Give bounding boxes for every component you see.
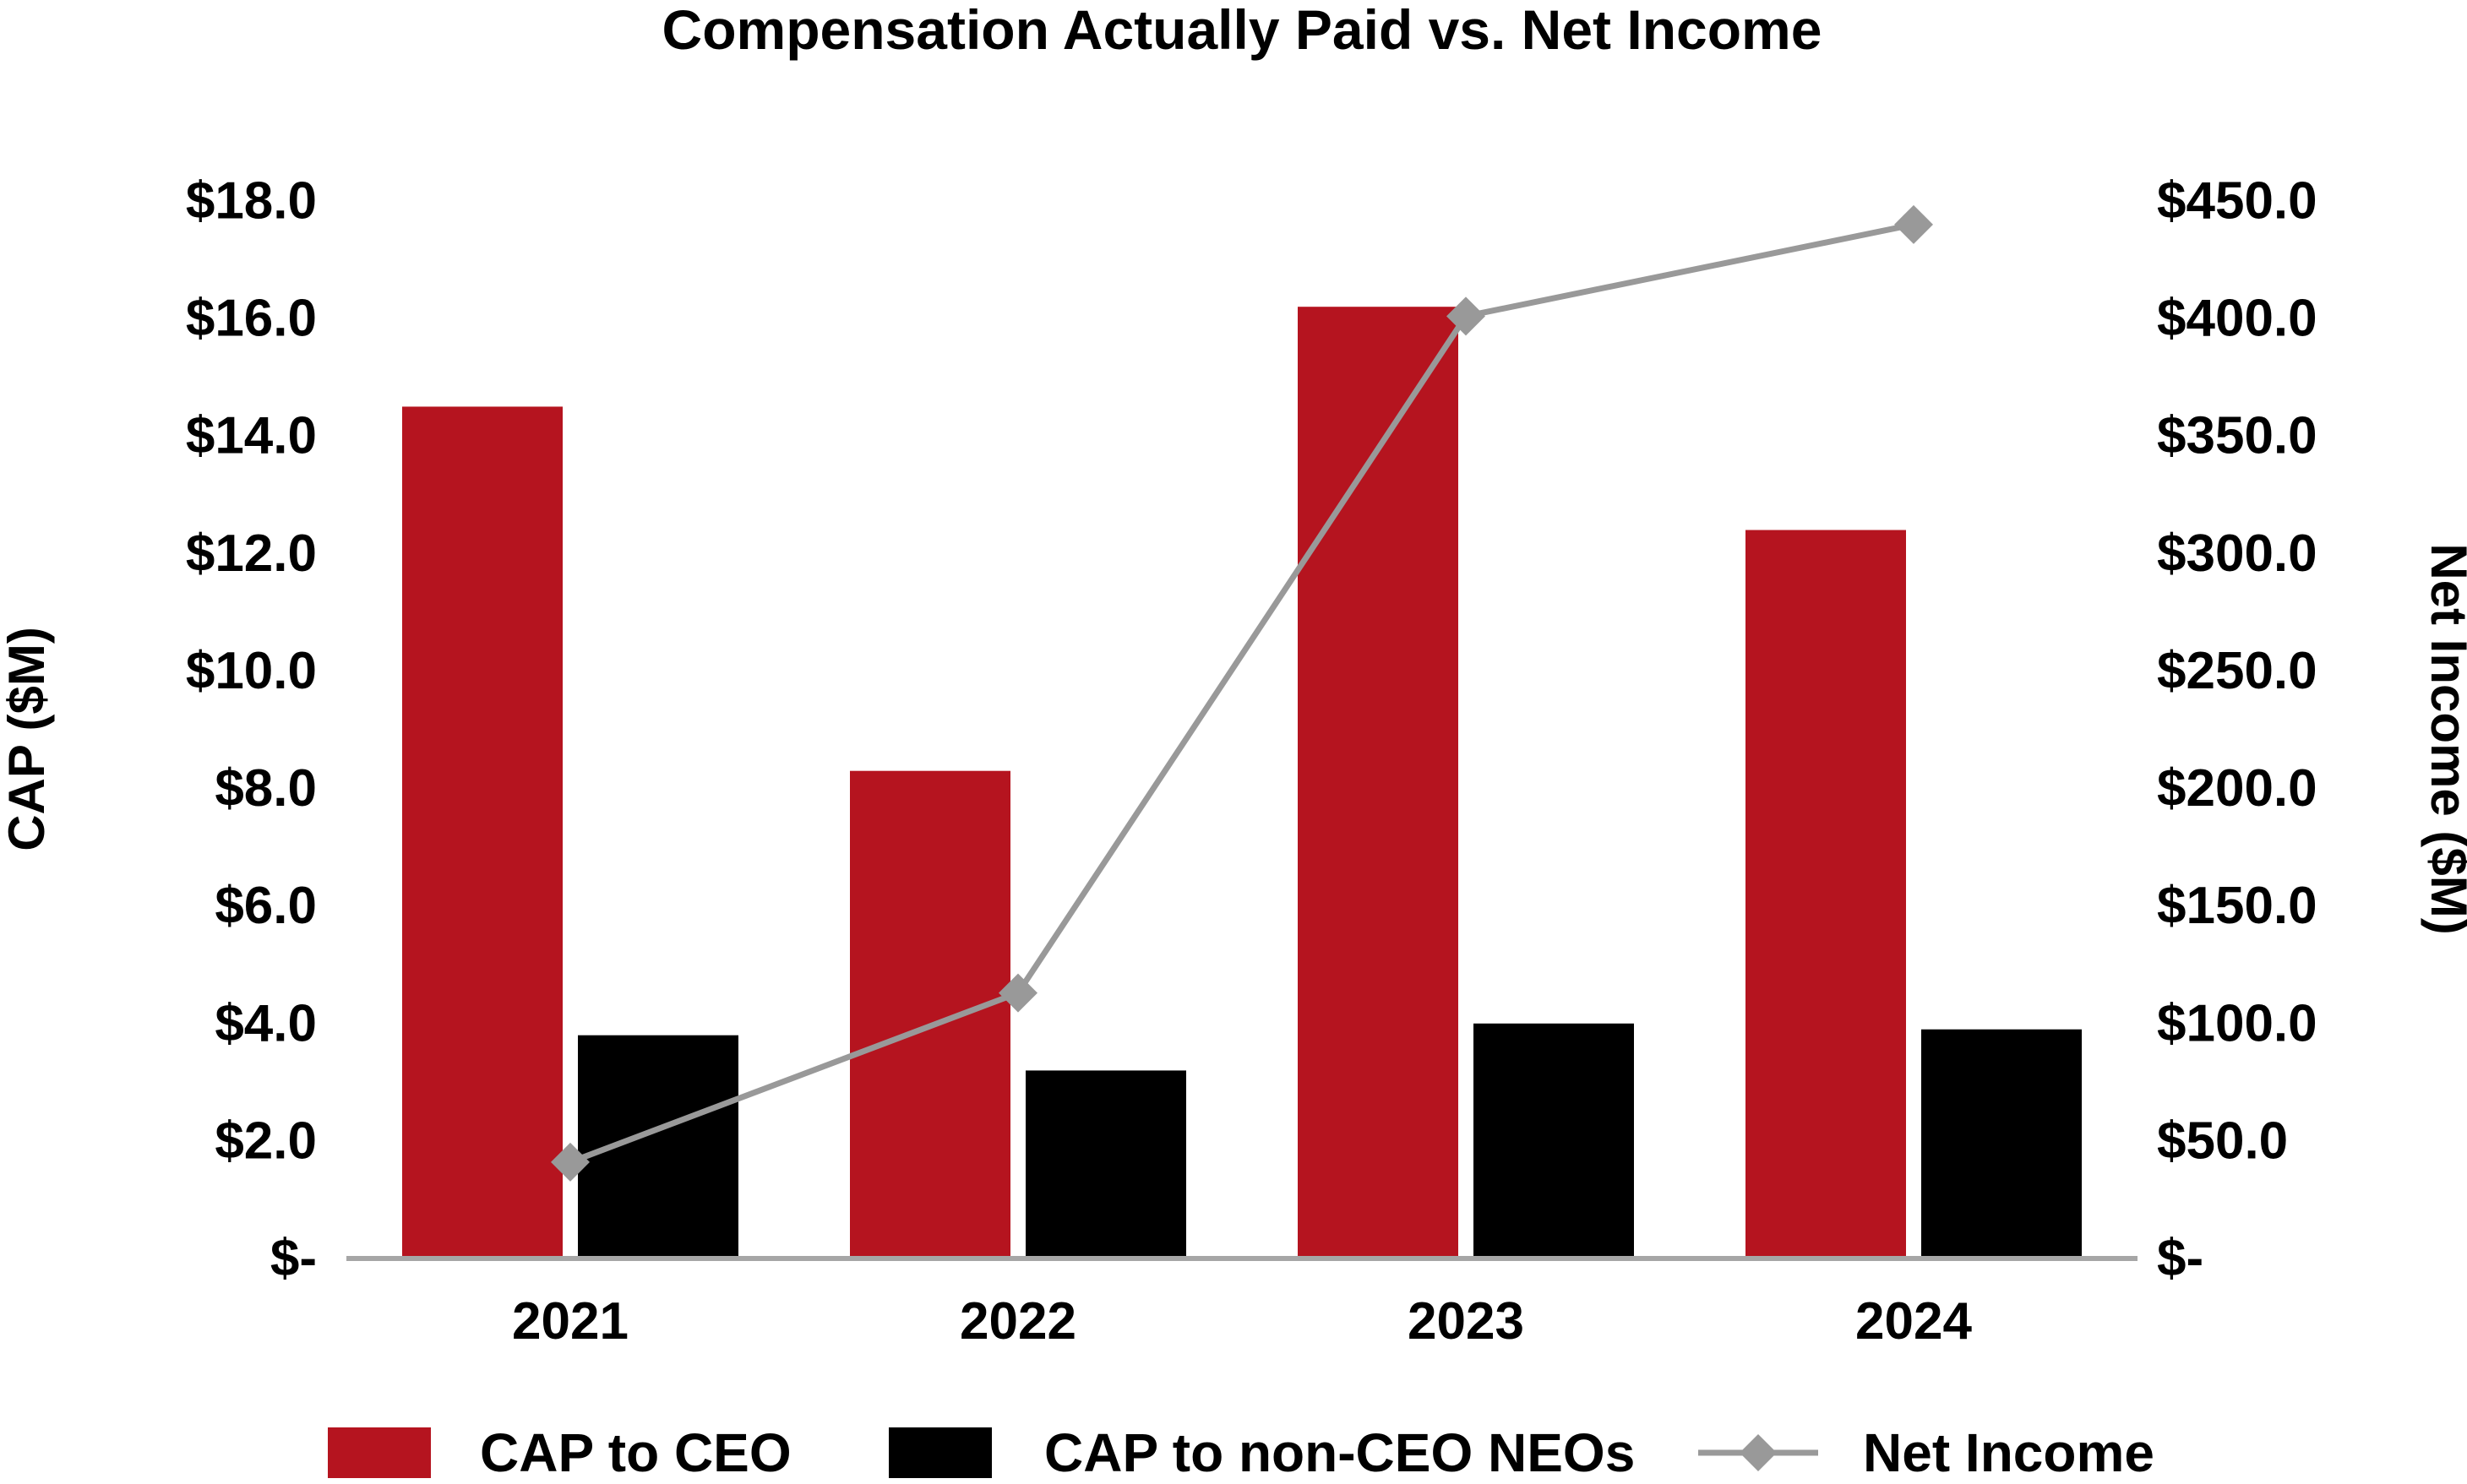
y-tick-left-label: $16.0 bbox=[186, 290, 317, 348]
y-tick-left-label: $10.0 bbox=[186, 642, 317, 700]
bar-cap-to-ceo-2023 bbox=[1298, 307, 1458, 1259]
y-tick-right-label: $- bbox=[2157, 1230, 2203, 1288]
bar-cap-to-non-ceo-neos-2021 bbox=[578, 1035, 738, 1258]
y-tick-right-label: $300.0 bbox=[2157, 525, 2317, 583]
y-axis-right-ticks: $- $50.0 $100.0 $150.0 $200.0 $250.0 $300.0 $35… bbox=[2157, 172, 2317, 1288]
x-tick-label: 2024 bbox=[1855, 1292, 1972, 1351]
y-tick-right-label: $150.0 bbox=[2157, 877, 2317, 935]
y-tick-right-label: $400.0 bbox=[2157, 290, 2317, 348]
x-axis-ticks: 2021 2022 2023 2024 bbox=[512, 1292, 1972, 1351]
y-tick-right-label: $350.0 bbox=[2157, 407, 2317, 465]
y-tick-left-label: $4.0 bbox=[215, 994, 317, 1052]
net-income-line bbox=[569, 221, 1914, 1166]
y-tick-right-label: $100.0 bbox=[2157, 994, 2317, 1052]
net-income-marker-2024 bbox=[1894, 204, 1933, 244]
bar-cap-to-ceo-2021 bbox=[402, 406, 563, 1258]
y-tick-right-label: $200.0 bbox=[2157, 759, 2317, 818]
legend-swatch-cap-to-non-ceo-neos bbox=[889, 1427, 992, 1478]
y-tick-left-label: $18.0 bbox=[186, 172, 317, 231]
y-tick-left-label: $2.0 bbox=[215, 1112, 317, 1170]
y-axis-left-ticks: $- $2.0 $4.0 $6.0 $8.0 $10.0 $12.0 $14.0 $16.0 $1… bbox=[186, 172, 317, 1288]
x-tick-label: 2023 bbox=[1408, 1292, 1524, 1351]
legend-label-cap-to-non-ceo-neos: CAP to non-CEO NEOs bbox=[1044, 1422, 1635, 1483]
bar-cap-to-non-ceo-neos-2024 bbox=[1921, 1029, 2082, 1258]
y-tick-right-label: $250.0 bbox=[2157, 642, 2317, 700]
y-tick-left-label: $14.0 bbox=[186, 407, 317, 465]
y-tick-left-label: $12.0 bbox=[186, 525, 317, 583]
chart-title: Compensation Actually Paid vs. Net Incom… bbox=[662, 0, 1822, 61]
bar-cap-to-non-ceo-neos-2022 bbox=[1026, 1070, 1186, 1258]
bar-cap-to-ceo-2022 bbox=[850, 770, 1010, 1258]
net-income-series bbox=[551, 204, 1933, 1182]
y-axis-left-title: CAP ($M) bbox=[0, 627, 55, 851]
legend-label-net-income: Net Income bbox=[1863, 1422, 2154, 1483]
x-tick-label: 2021 bbox=[512, 1292, 629, 1351]
bar-cap-to-ceo-2024 bbox=[1745, 530, 1906, 1258]
y-tick-left-label: $6.0 bbox=[215, 877, 317, 935]
net-income-marker-2023 bbox=[1446, 296, 1485, 336]
legend: CAP to CEO CAP to non-CEO NEOs Net Income bbox=[328, 1422, 2154, 1483]
legend-swatch-cap-to-ceo bbox=[328, 1427, 431, 1478]
bar-cap-to-non-ceo-neos-2023 bbox=[1473, 1023, 1634, 1258]
y-tick-right-label: $450.0 bbox=[2157, 172, 2317, 231]
bars bbox=[402, 307, 2082, 1259]
y-tick-left-label: $- bbox=[270, 1230, 317, 1288]
y-axis-right-title: Net Income ($M) bbox=[2421, 543, 2467, 934]
net-income-marker-2021 bbox=[551, 1142, 590, 1182]
y-tick-left-label: $8.0 bbox=[215, 759, 317, 818]
x-tick-label: 2022 bbox=[960, 1292, 1076, 1351]
net-income-marker-2022 bbox=[999, 973, 1037, 1013]
legend-marker-net-income bbox=[1740, 1434, 1777, 1471]
legend-label-cap-to-ceo: CAP to CEO bbox=[480, 1422, 792, 1483]
y-tick-right-label: $50.0 bbox=[2157, 1112, 2288, 1170]
